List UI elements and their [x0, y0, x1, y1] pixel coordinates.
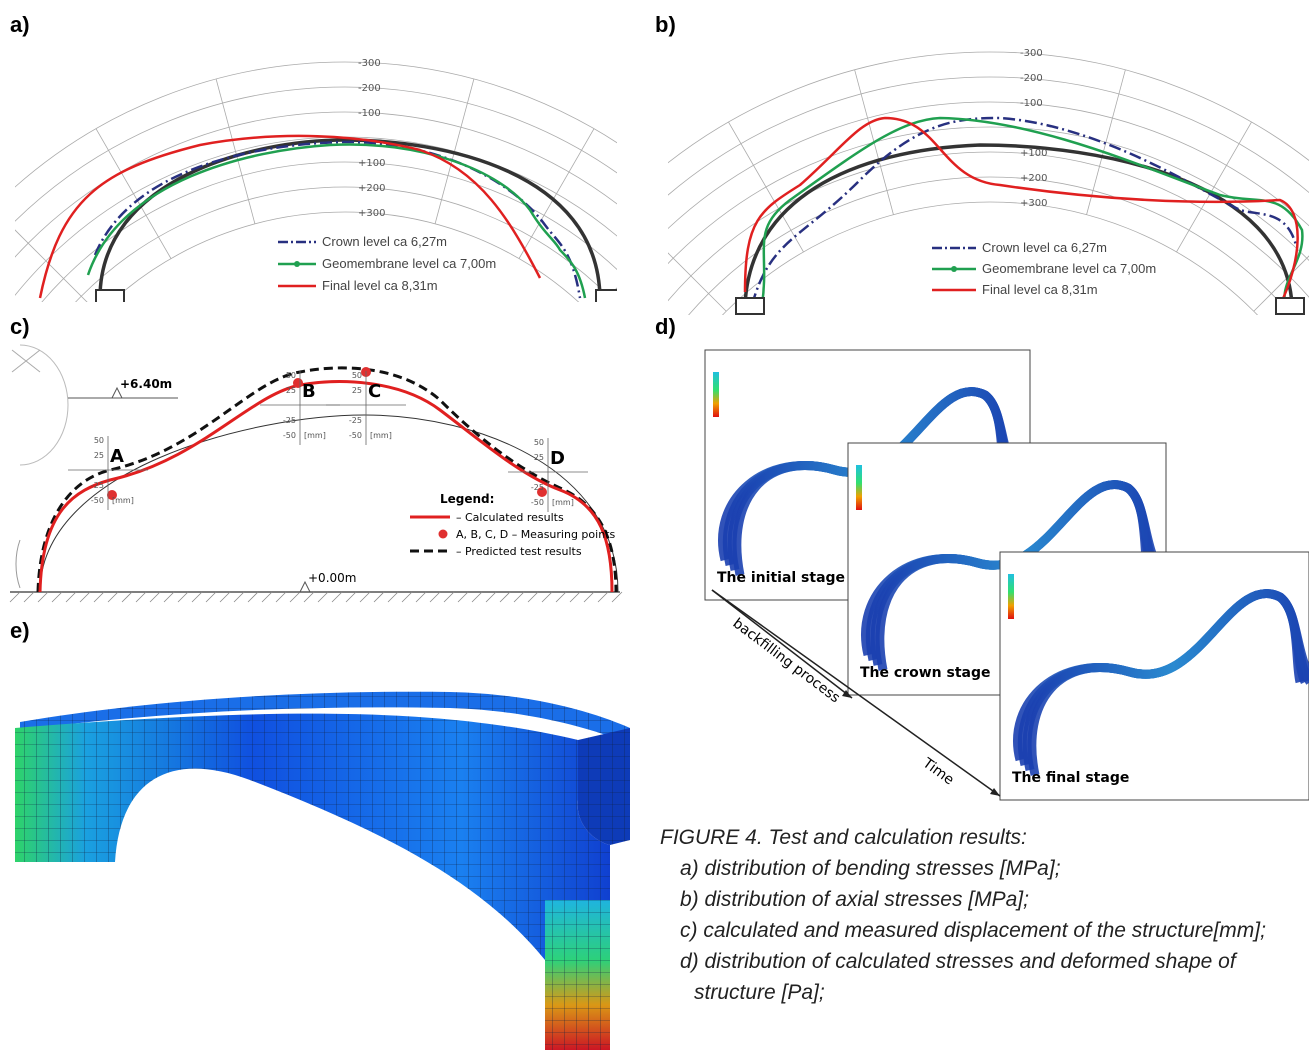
calculated-curve — [40, 382, 612, 592]
panel-label: d) — [655, 314, 676, 339]
caption-title: FIGURE 4. Test and calculation results: — [660, 822, 1300, 853]
scale-label: -25 — [531, 483, 544, 492]
tick-label: +100 — [1020, 148, 1047, 159]
legend-text: A, B, C, D – Measuring points — [456, 528, 615, 541]
caption-item: d) distribution of calculated stresses a… — [660, 946, 1300, 1008]
point-label: D — [550, 448, 565, 469]
support — [1276, 298, 1304, 314]
tunnel-outline — [16, 540, 20, 588]
ground-hatch — [10, 592, 622, 602]
axis-label: backfilling process — [730, 615, 843, 706]
tick-label: -200 — [1020, 73, 1043, 84]
legend-marker — [951, 266, 957, 272]
axis-label: Time — [919, 755, 957, 789]
reference-line — [745, 145, 1292, 305]
tick-label: -100 — [1020, 98, 1043, 109]
plot-d: The initial stage The crown stage The fina… — [705, 350, 1309, 800]
caption-item: c) calculated and measured displacement … — [660, 915, 1300, 946]
tunnel-outline — [20, 345, 68, 465]
plot-e — [15, 692, 630, 1050]
scale-label: 25 — [94, 451, 104, 460]
stage-label: The initial stage — [717, 570, 845, 586]
caption-item: b) distribution of axial stresses [MPa]; — [660, 884, 1300, 915]
tick-label: -300 — [1020, 48, 1043, 59]
tick-label: +300 — [358, 208, 385, 219]
scale-label: 50 — [534, 438, 544, 447]
scale-label: 50 — [352, 371, 362, 380]
unit-label: [mm] — [552, 498, 574, 507]
scale-label: -25 — [349, 416, 362, 425]
scale-label: 25 — [286, 386, 296, 395]
mesh — [578, 728, 630, 845]
grid-radial — [1177, 122, 1252, 252]
scale-label: -50 — [91, 496, 104, 505]
legend-marker — [439, 530, 448, 539]
tick-label: +200 — [1020, 173, 1047, 184]
legend-text: Final level ca 8,31m — [322, 278, 438, 293]
panel-label: b) — [655, 12, 676, 37]
stage-label: The final stage — [1012, 770, 1129, 786]
legend-text: Final level ca 8,31m — [982, 282, 1098, 297]
tick-label: +200 — [358, 183, 385, 194]
scale-label: -25 — [283, 416, 296, 425]
color-legend — [856, 465, 862, 510]
axis-arrow — [712, 590, 852, 698]
grid-radial — [620, 205, 726, 311]
point-label: C — [368, 381, 381, 402]
unit-label: [mm] — [370, 431, 392, 440]
scale-label: -25 — [91, 481, 104, 490]
unit-label: [mm] — [304, 431, 326, 440]
unit-label: [mm] — [112, 496, 134, 505]
scale-label: -50 — [531, 498, 544, 507]
measure-axes: A 50 25 -25 -50 [mm] B 50 25 -25 -50 [mm] C 50 25 -25 -5… — [68, 371, 588, 512]
level-label: +0.00m — [308, 571, 356, 585]
legend-marker — [294, 261, 300, 267]
scale-label: -50 — [349, 431, 362, 440]
legend-text: Crown level ca 6,27m — [322, 234, 447, 249]
tick-label: -300 — [358, 58, 381, 69]
point-label: B — [302, 381, 316, 402]
tick-label: -200 — [358, 83, 381, 94]
support — [736, 298, 764, 314]
scale-label: 25 — [534, 453, 544, 462]
reference-line — [100, 140, 600, 298]
mesh — [15, 714, 610, 1050]
final-curve — [40, 136, 540, 298]
point-label: A — [110, 446, 124, 467]
tick-label: +300 — [1020, 198, 1047, 209]
caption-item: a) distribution of bending stresses [MPa… — [660, 853, 1300, 884]
legend-text: Geomembrane level ca 7,00m — [322, 256, 496, 271]
grid-radial — [537, 314, 667, 389]
color-legend — [1008, 574, 1014, 619]
tick-label: +100 — [358, 158, 385, 169]
grid-radial — [0, 431, 9, 470]
plot-c: +6.40m +0.00m A 50 25 -25 -50 [mm] B 50 25 -25 -50… — [10, 345, 622, 602]
legend-text: Crown level ca 6,27m — [982, 240, 1107, 255]
panel-label: a) — [10, 12, 30, 37]
legend-title: Legend: — [440, 492, 494, 506]
support — [596, 290, 624, 305]
scale-label: 25 — [352, 386, 362, 395]
caption: FIGURE 4. Test and calculation results: … — [660, 822, 1300, 1008]
support — [96, 290, 124, 305]
scale-label: -50 — [283, 431, 296, 440]
color-legend — [713, 372, 719, 417]
panel-label: c) — [10, 314, 30, 339]
predicted-curve — [38, 368, 616, 592]
legend-text: Geomembrane level ca 7,00m — [982, 261, 1156, 276]
panel-label: e) — [10, 618, 30, 643]
page: a) -300 -200 -100 +100 +200 +300 Crown level … — [0, 0, 1309, 1054]
tick-label: -100 — [358, 108, 381, 119]
legend-text: – Predicted test results — [456, 545, 582, 558]
scale-label: 50 — [94, 436, 104, 445]
legend-text: – Calculated results — [456, 511, 564, 524]
stage-label: The crown stage — [860, 665, 990, 681]
geomembrane-curve — [88, 144, 585, 298]
scale-label: 50 — [286, 371, 296, 380]
level-label: +6.40m — [120, 377, 172, 391]
stage-frames: The initial stage The crown stage The fina… — [705, 350, 1309, 800]
